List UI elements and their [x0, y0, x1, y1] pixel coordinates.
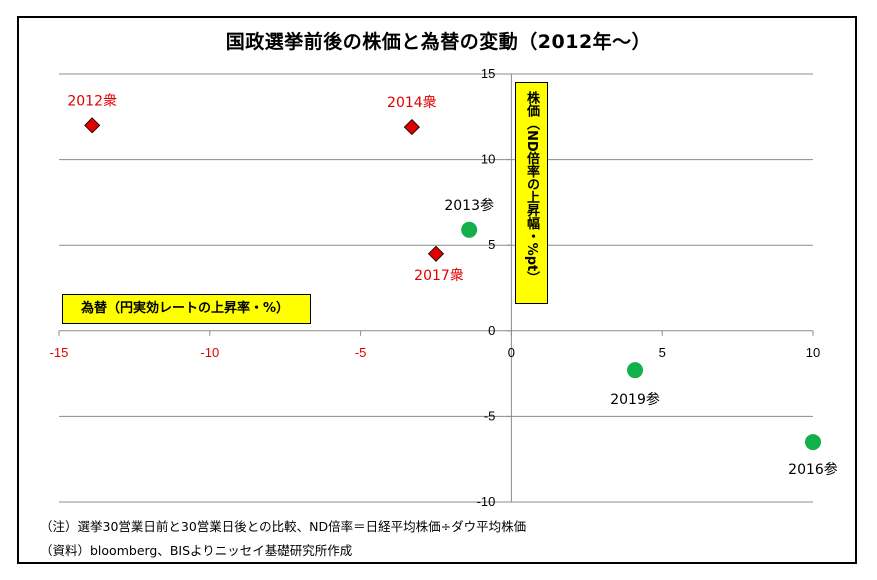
- point-label: 2019参: [610, 391, 660, 408]
- point-label: 2014衆: [387, 95, 437, 111]
- y-axis-label: 株価（ND倍率の上昇幅・%pt）: [515, 82, 548, 304]
- point-label: 2017衆: [414, 268, 464, 284]
- x-tick-label: 10: [806, 345, 820, 360]
- diamond-marker: [427, 245, 445, 262]
- y-tick-label: 5: [488, 237, 495, 252]
- point-label: 2013参: [444, 197, 494, 214]
- y-tick-label: -10: [477, 494, 496, 509]
- chart-frame: [17, 16, 857, 564]
- point-label: 2016参: [788, 461, 838, 478]
- circle-marker: [805, 434, 821, 451]
- x-tick-label: 0: [508, 345, 515, 360]
- x-tick-label: -15: [50, 345, 69, 360]
- y-tick-label: -5: [484, 408, 496, 423]
- x-tick-label: -5: [355, 345, 367, 360]
- x-axis-label: 為替（円実効レートの上昇率・%）: [62, 294, 311, 324]
- footnote-source: （資料）bloomberg、BISよりニッセイ基礎研究所作成: [40, 543, 353, 558]
- x-tick-label: -10: [200, 345, 219, 360]
- circle-marker: [627, 362, 644, 379]
- y-tick-label: 15: [481, 66, 495, 81]
- diamond-marker: [84, 117, 101, 134]
- y-tick-label: 0: [488, 323, 495, 338]
- x-tick-label: 5: [659, 345, 666, 360]
- y-tick-label: 10: [481, 152, 495, 167]
- diamond-marker: [403, 119, 420, 136]
- circle-marker: [461, 221, 478, 238]
- footnote-note: （注）選挙30営業日前と30営業日後との比較、ND倍率＝日経平均株価÷ダウ平均株…: [40, 519, 527, 534]
- chart-title: 国政選挙前後の株価と為替の変動（2012年～）: [225, 31, 652, 53]
- point-label: 2012衆: [67, 93, 117, 109]
